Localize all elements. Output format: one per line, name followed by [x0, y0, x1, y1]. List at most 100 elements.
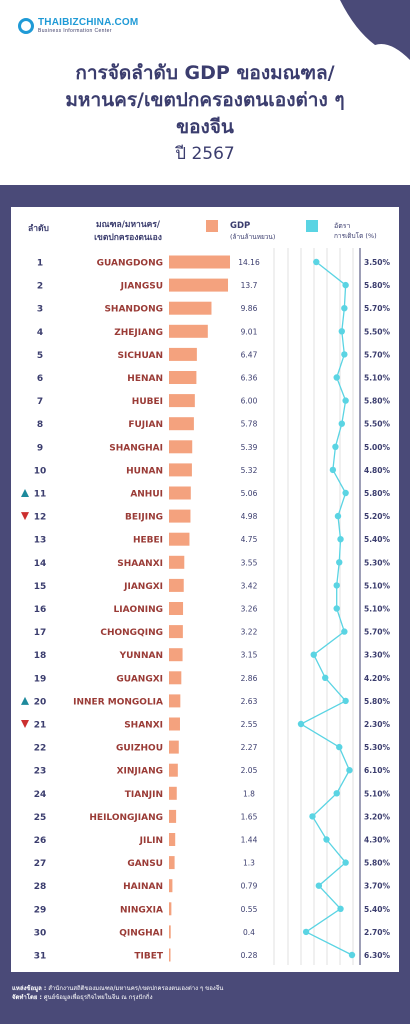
province-label: GUIZHOU [116, 744, 163, 754]
province-label: NINGXIA [120, 905, 163, 915]
gdp-value-label: 5.78 [241, 420, 258, 429]
growth-value-label: 3.50% [364, 258, 391, 267]
growth-point [315, 882, 323, 889]
gdp-value-label: 6.00 [241, 397, 258, 406]
col-header-growth-2: การเติบโต (%) [334, 232, 377, 240]
province-label: HUNAN [126, 466, 163, 476]
growth-value-label: 5.10% [364, 581, 391, 590]
growth-value-label: 5.80% [364, 397, 391, 406]
gdp-value-label: 2.86 [241, 674, 258, 683]
gdp-bar [169, 347, 197, 361]
province-label: XINJIANG [117, 767, 163, 777]
rank-label: 18 [34, 651, 47, 661]
growth-point [297, 720, 305, 728]
growth-point [341, 305, 348, 312]
gdp-value-label: 1.3 [243, 859, 255, 868]
gdp-bar [169, 324, 208, 338]
rank-label: 10 [34, 466, 47, 476]
rank-down-icon [21, 512, 29, 521]
page-title-line2: มหานคร/เขตปกครองตนเองต่าง ๆ [65, 89, 345, 111]
header: THAIBIZCHINA.COM Business Information Ce… [0, 0, 410, 185]
growth-point [346, 767, 353, 774]
logo-subtitle: Business Information Center [38, 28, 112, 34]
growth-value-label: 5.50% [364, 420, 391, 429]
rank-label: 5 [37, 351, 43, 361]
gdp-bar [169, 440, 193, 454]
province-label: QINGHAI [119, 928, 163, 938]
growth-value-label: 4.20% [364, 674, 391, 683]
growth-point [322, 674, 329, 681]
growth-value-label: 5.00% [364, 443, 391, 452]
growth-value-label: 2.70% [364, 928, 391, 937]
col-header-rank: ลำดับ [28, 223, 49, 234]
province-label: FUJIAN [128, 420, 163, 430]
gdp-value-label: 1.44 [241, 836, 258, 845]
growth-value-label: 5.70% [364, 350, 391, 359]
rank-label: 1 [37, 259, 43, 269]
growth-value-label: 2.30% [364, 720, 391, 729]
rank-label: 13 [34, 536, 47, 546]
gdp-bar [169, 532, 190, 546]
growth-point [338, 328, 345, 335]
gdp-value-label: 2.27 [241, 743, 258, 752]
logo-icon [18, 17, 34, 34]
province-label: GUANGDONG [97, 259, 163, 269]
gdp-value-label: 6.36 [241, 374, 258, 383]
source-note: แหล่งข้อมูล : สำนักงานสถิติของมณฑล/มหานค… [12, 983, 223, 993]
growth-value-label: 5.70% [364, 304, 391, 313]
gdp-value-label: 6.47 [241, 350, 258, 359]
gdp-bar [169, 809, 177, 823]
source-label: แหล่งข้อมูล : [12, 985, 47, 992]
province-label: TIBET [134, 952, 163, 962]
growth-point [332, 443, 339, 450]
province-label: TIANJIN [125, 790, 163, 800]
growth-value-label: 3.30% [364, 651, 391, 660]
growth-point [313, 258, 320, 266]
gdp-bar [169, 301, 212, 315]
growth-value-label: 5.80% [364, 697, 391, 706]
col-header-gdp-2: (ล้านล้านหยวน) [230, 233, 275, 241]
growth-point [341, 351, 348, 358]
province-label: ANHUI [130, 490, 163, 500]
growth-value-label: 3.20% [364, 812, 391, 821]
growth-value-label: 5.10% [364, 374, 391, 383]
growth-point [323, 836, 330, 843]
growth-point [334, 512, 342, 520]
growth-point [309, 813, 316, 820]
gdp-value-label: 14.16 [238, 258, 260, 267]
rank-up-icon [21, 696, 29, 705]
rank-label: 26 [34, 836, 47, 846]
gdp-value-label: 3.26 [241, 605, 258, 614]
growth-point [336, 559, 343, 566]
gdp-bar [169, 278, 229, 292]
growth-value-label: 5.40% [364, 535, 391, 544]
gdp-value-label: 13.7 [241, 281, 258, 290]
rank-label: 11 [34, 490, 47, 500]
province-label: SHANXI [124, 721, 163, 731]
gdp-bar [169, 671, 182, 685]
rank-label: 19 [34, 674, 47, 684]
gdp-value-label: 0.79 [241, 882, 258, 891]
gdp-bar [169, 417, 194, 431]
growth-value-label: 5.10% [364, 789, 391, 798]
gdp-value-label: 2.55 [241, 720, 258, 729]
gdp-value-label: 2.63 [241, 697, 258, 706]
growth-point [337, 536, 344, 543]
gdp-bar [169, 786, 177, 800]
growth-point [348, 951, 356, 959]
province-label: HEBEI [133, 536, 163, 546]
province-label: JIANGSU [120, 282, 163, 292]
rank-label: 28 [34, 882, 47, 892]
rank-label: 22 [34, 744, 47, 754]
province-label: CHONGQING [100, 628, 163, 638]
gdp-value-label: 3.42 [241, 581, 258, 590]
growth-line [299, 261, 353, 956]
gdp-bar [169, 625, 183, 639]
growth-value-label: 5.80% [364, 489, 391, 498]
gdp-value-label: 0.55 [241, 905, 258, 914]
gdp-bar [169, 856, 175, 870]
corner-decoration [340, 0, 410, 60]
province-label: SICHUAN [118, 351, 164, 361]
rank-label: 12 [34, 513, 47, 523]
gdp-bar [169, 902, 172, 916]
